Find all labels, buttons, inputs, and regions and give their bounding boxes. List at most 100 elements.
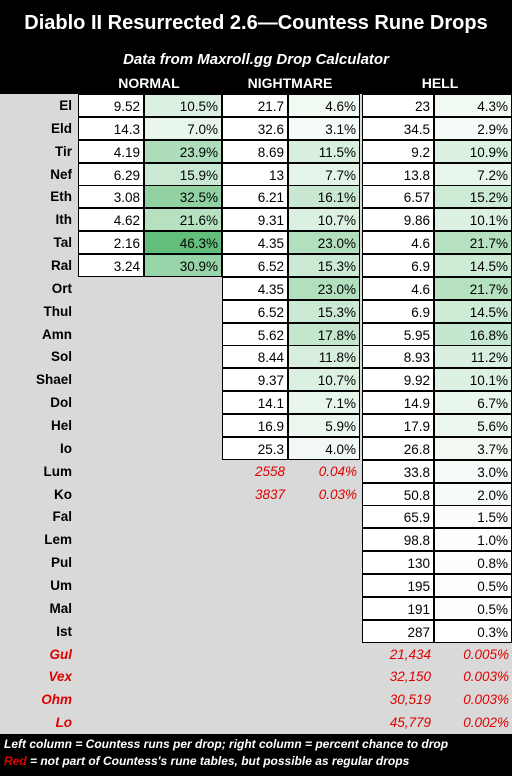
normal-drop-chance: 15.9% bbox=[144, 162, 222, 186]
normal-runs-per-drop: 14.3 bbox=[78, 116, 144, 140]
hell-runs-per-drop: 32,150 bbox=[389, 669, 431, 685]
legend-line-2: Red = not part of Countess's rune tables… bbox=[4, 753, 512, 770]
rune-name: Nef bbox=[50, 166, 72, 182]
hell-runs-per-drop: 98.8 bbox=[362, 528, 434, 552]
nightmare-runs-per-drop: 2558 bbox=[254, 463, 285, 479]
hell-runs-per-drop: 9.2 bbox=[362, 139, 434, 163]
hell-drop-chance: 14.5% bbox=[434, 299, 512, 323]
table-row: El 9.52 10.5% 21.7 4.6% 23 4.3% bbox=[0, 94, 512, 117]
nightmare-drop-chance: 3.1% bbox=[288, 116, 360, 140]
hell-runs-per-drop: 4.6 bbox=[362, 231, 434, 255]
rune-name: Ith bbox=[55, 212, 73, 228]
rune-name: Ral bbox=[50, 257, 72, 273]
hell-runs-per-drop: 65.9 bbox=[362, 505, 434, 529]
hell-drop-chance: 0.005% bbox=[463, 646, 509, 662]
hell-runs-per-drop: 191 bbox=[362, 596, 434, 620]
normal-runs-per-drop: 2.16 bbox=[78, 231, 144, 255]
hell-drop-chance: 1.0% bbox=[434, 528, 512, 552]
table-row: Tir 4.19 23.9% 8.69 11.5% 9.2 10.9% bbox=[0, 139, 512, 163]
hell-drop-chance: 0.003% bbox=[463, 669, 509, 685]
hell-drop-chance: 15.2% bbox=[434, 185, 512, 209]
rune-name: Ohm bbox=[41, 692, 72, 708]
table-row: Ist 287 0.3% bbox=[0, 619, 512, 643]
nightmare-runs-per-drop: 4.35 bbox=[222, 231, 288, 255]
rune-drop-table: El 9.52 10.5% 21.7 4.6% 23 4.3% Eld 14.3 7.0% 32.6… bbox=[0, 94, 512, 734]
table-row: Ohm 30,519 0.003% bbox=[0, 688, 512, 711]
nightmare-runs-per-drop: 25.3 bbox=[222, 436, 288, 460]
hell-drop-chance: 21.7% bbox=[434, 276, 512, 300]
hell-drop-chance: 10.1% bbox=[434, 208, 512, 232]
table-row: Nef 6.29 15.9% 13 7.7% 13.8 7.2% bbox=[0, 162, 512, 186]
table-row: Ral 3.24 30.9% 6.52 15.3% 6.9 14.5% bbox=[0, 253, 512, 277]
rune-name: Thul bbox=[43, 303, 73, 319]
rune-name: Eld bbox=[50, 120, 72, 136]
table-row: Lem 98.8 1.0% bbox=[0, 528, 512, 552]
hell-drop-chance: 0.5% bbox=[434, 596, 512, 620]
hell-runs-per-drop: 130 bbox=[362, 551, 434, 575]
table-row: Shael 9.37 10.7% 9.92 10.1% bbox=[0, 368, 512, 392]
page-title: Diablo II Resurrected 2.6—Countess Rune … bbox=[24, 12, 488, 34]
nightmare-drop-chance: 16.1% bbox=[288, 185, 360, 209]
hell-drop-chance: 2.9% bbox=[434, 116, 512, 140]
normal-drop-chance: 7.0% bbox=[144, 116, 222, 140]
table-row: Pul 130 0.8% bbox=[0, 551, 512, 575]
rune-name: Ist bbox=[56, 623, 72, 639]
hell-runs-per-drop: 6.9 bbox=[362, 299, 434, 323]
rune-name: Tir bbox=[54, 143, 72, 159]
nightmare-drop-chance: 11.8% bbox=[288, 345, 360, 369]
rune-name: Hel bbox=[50, 417, 72, 433]
nightmare-drop-chance: 11.5% bbox=[288, 139, 360, 163]
table-row: Ort 4.35 23.0% 4.6 21.7% bbox=[0, 276, 512, 300]
rune-name: Tal bbox=[53, 235, 72, 251]
hell-runs-per-drop: 30,519 bbox=[389, 692, 431, 708]
normal-drop-chance: 46.3% bbox=[144, 231, 222, 255]
hell-drop-chance: 0.8% bbox=[434, 551, 512, 575]
rune-name: Lem bbox=[44, 532, 72, 548]
legend-line-2-text: = not part of Countess's rune tables, bu… bbox=[26, 754, 410, 768]
normal-drop-chance: 32.5% bbox=[144, 185, 222, 209]
nightmare-drop-chance: 5.9% bbox=[288, 413, 360, 437]
nightmare-runs-per-drop: 21.7 bbox=[222, 94, 288, 117]
hell-runs-per-drop: 287 bbox=[362, 619, 434, 643]
hell-runs-per-drop: 5.95 bbox=[362, 322, 434, 346]
normal-runs-per-drop: 3.24 bbox=[78, 253, 144, 277]
rune-name: Gul bbox=[49, 646, 73, 662]
hell-runs-per-drop: 17.9 bbox=[362, 413, 434, 437]
nightmare-runs-per-drop: 14.1 bbox=[222, 391, 288, 415]
nightmare-runs-per-drop: 8.69 bbox=[222, 139, 288, 163]
nightmare-drop-chance: 23.0% bbox=[288, 276, 360, 300]
nightmare-runs-per-drop: 32.6 bbox=[222, 116, 288, 140]
hell-drop-chance: 5.6% bbox=[434, 413, 512, 437]
nightmare-runs-per-drop: 9.37 bbox=[222, 368, 288, 392]
normal-runs-per-drop: 3.08 bbox=[78, 185, 144, 209]
rune-name: Shael bbox=[35, 372, 72, 388]
table-row: Sol 8.44 11.8% 8.93 11.2% bbox=[0, 345, 512, 369]
legend-footer: Left column = Countess runs per drop; ri… bbox=[0, 736, 512, 776]
nightmare-runs-per-drop: 13 bbox=[222, 162, 288, 186]
hell-drop-chance: 10.1% bbox=[434, 368, 512, 392]
hell-drop-chance: 21.7% bbox=[434, 231, 512, 255]
rune-name: Lum bbox=[43, 463, 73, 479]
table-row: Io 25.3 4.0% 26.8 3.7% bbox=[0, 436, 512, 460]
table-row: Um 195 0.5% bbox=[0, 573, 512, 597]
nightmare-drop-chance: 10.7% bbox=[288, 208, 360, 232]
hell-runs-per-drop: 14.9 bbox=[362, 391, 434, 415]
legend-red-word: Red bbox=[4, 754, 27, 768]
hell-runs-per-drop: 23 bbox=[362, 94, 434, 117]
nightmare-drop-chance: 7.7% bbox=[288, 162, 360, 186]
table-row: Gul 21,434 0.005% bbox=[0, 643, 512, 666]
table-row: Eld 14.3 7.0% 32.6 3.1% 34.5 2.9% bbox=[0, 116, 512, 140]
nightmare-drop-chance: 0.03% bbox=[318, 486, 357, 502]
hell-runs-per-drop: 6.57 bbox=[362, 185, 434, 209]
nightmare-runs-per-drop: 6.52 bbox=[222, 299, 288, 323]
hell-runs-per-drop: 4.6 bbox=[362, 276, 434, 300]
hell-drop-chance: 6.7% bbox=[434, 391, 512, 415]
rune-name: Amn bbox=[42, 326, 72, 342]
table-row: Tal 2.16 46.3% 4.35 23.0% 4.6 21.7% bbox=[0, 231, 512, 255]
hell-drop-chance: 0.3% bbox=[434, 619, 512, 643]
table-row: Hel 16.9 5.9% 17.9 5.6% bbox=[0, 413, 512, 437]
rune-name: Ko bbox=[54, 486, 72, 502]
table-row: Eth 3.08 32.5% 6.21 16.1% 6.57 15.2% bbox=[0, 185, 512, 209]
rune-name: Mal bbox=[49, 600, 72, 616]
nightmare-runs-per-drop: 4.35 bbox=[222, 276, 288, 300]
